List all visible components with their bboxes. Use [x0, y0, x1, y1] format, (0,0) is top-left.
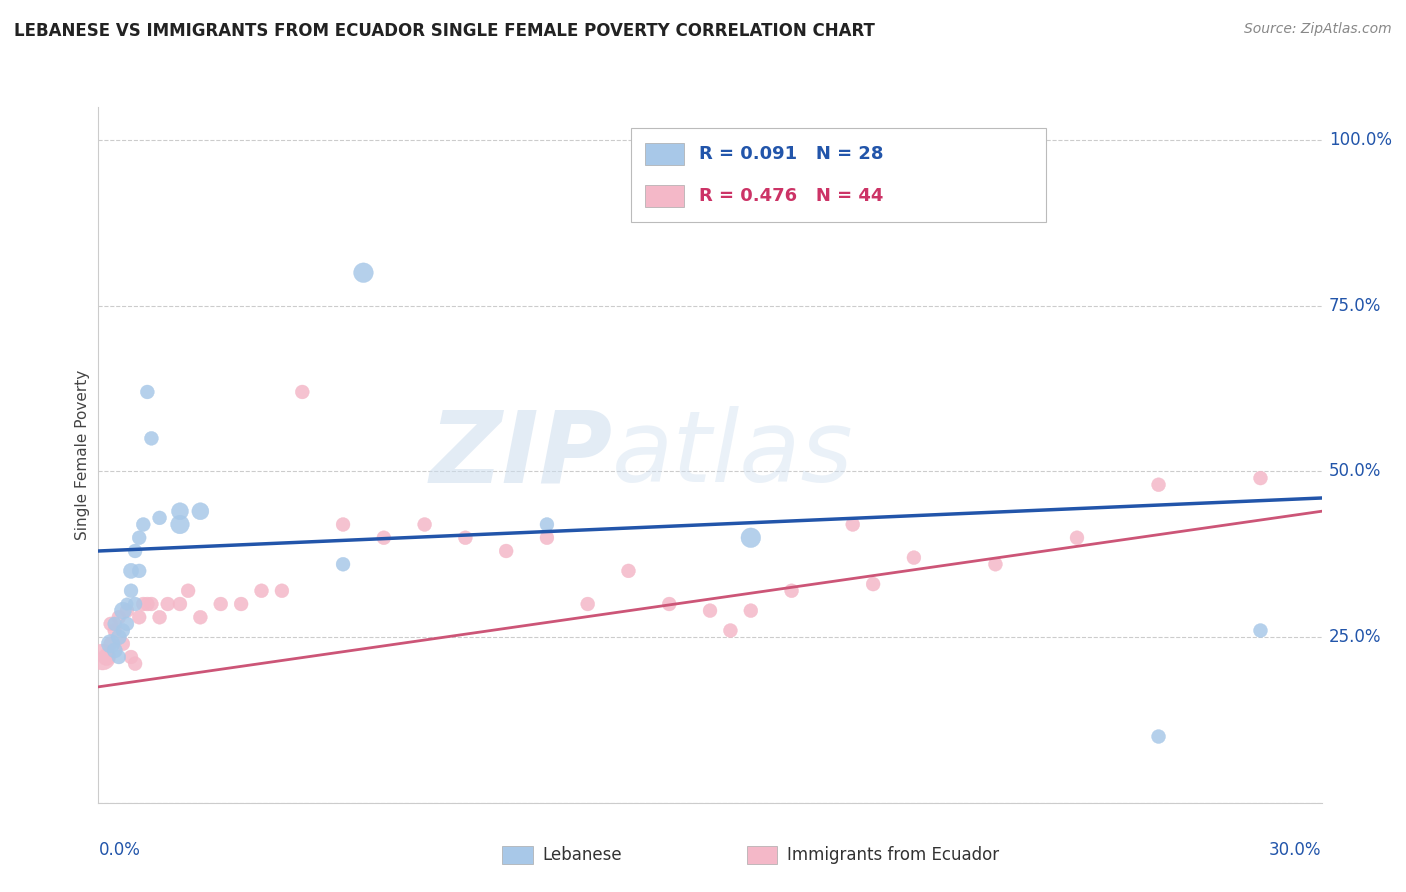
- Text: R = 0.476   N = 44: R = 0.476 N = 44: [699, 187, 883, 205]
- Point: [124, 544, 146, 558]
- Point: [862, 577, 884, 591]
- Point: [270, 583, 294, 598]
- Point: [149, 610, 172, 624]
- Point: [1249, 471, 1271, 485]
- FancyBboxPatch shape: [645, 144, 685, 166]
- Point: [100, 637, 122, 651]
- Point: [169, 504, 191, 518]
- Point: [128, 531, 150, 545]
- Point: [576, 597, 599, 611]
- Point: [132, 517, 155, 532]
- Text: LEBANESE VS IMMIGRANTS FROM ECUADOR SINGLE FEMALE POVERTY CORRELATION CHART: LEBANESE VS IMMIGRANTS FROM ECUADOR SING…: [14, 22, 875, 40]
- Point: [124, 597, 146, 611]
- Text: 25.0%: 25.0%: [1329, 628, 1381, 646]
- Point: [352, 266, 374, 280]
- Text: R = 0.091   N = 28: R = 0.091 N = 28: [699, 145, 883, 163]
- Text: ZIP: ZIP: [429, 407, 612, 503]
- Point: [149, 511, 172, 525]
- Point: [188, 610, 212, 624]
- Point: [1249, 624, 1271, 638]
- Point: [128, 610, 150, 624]
- Text: 30.0%: 30.0%: [1270, 841, 1322, 859]
- Point: [156, 597, 179, 611]
- Point: [740, 604, 762, 618]
- Point: [169, 517, 191, 532]
- Point: [136, 384, 159, 399]
- Point: [108, 650, 131, 665]
- Point: [128, 564, 150, 578]
- Point: [111, 637, 134, 651]
- Point: [104, 624, 127, 638]
- Point: [141, 597, 163, 611]
- Point: [111, 604, 134, 618]
- FancyBboxPatch shape: [502, 847, 533, 863]
- Y-axis label: Single Female Poverty: Single Female Poverty: [75, 370, 90, 540]
- Text: 0.0%: 0.0%: [98, 841, 141, 859]
- Point: [120, 583, 142, 598]
- FancyBboxPatch shape: [747, 847, 778, 863]
- Point: [495, 544, 517, 558]
- Point: [617, 564, 640, 578]
- Point: [1066, 531, 1088, 545]
- Text: Source: ZipAtlas.com: Source: ZipAtlas.com: [1244, 22, 1392, 37]
- Point: [115, 597, 138, 611]
- Point: [169, 597, 191, 611]
- Point: [536, 531, 558, 545]
- Point: [332, 558, 354, 572]
- Point: [136, 597, 159, 611]
- Point: [718, 624, 742, 638]
- Point: [413, 517, 436, 532]
- Point: [250, 583, 273, 598]
- Point: [100, 616, 122, 631]
- Point: [104, 616, 127, 631]
- Point: [120, 650, 142, 665]
- Point: [373, 531, 395, 545]
- Point: [141, 431, 163, 445]
- Point: [115, 604, 138, 618]
- Point: [124, 657, 146, 671]
- Text: 50.0%: 50.0%: [1329, 462, 1381, 481]
- FancyBboxPatch shape: [645, 185, 685, 207]
- Point: [91, 650, 114, 665]
- Point: [188, 504, 212, 518]
- Text: atlas: atlas: [612, 407, 853, 503]
- Point: [177, 583, 200, 598]
- Point: [1147, 730, 1170, 744]
- Point: [132, 597, 155, 611]
- Point: [332, 517, 354, 532]
- Point: [209, 597, 232, 611]
- Text: Immigrants from Ecuador: Immigrants from Ecuador: [787, 846, 1000, 864]
- Point: [96, 650, 118, 665]
- Point: [108, 610, 131, 624]
- Point: [841, 517, 863, 532]
- Point: [231, 597, 253, 611]
- Point: [984, 558, 1007, 572]
- Point: [658, 597, 681, 611]
- Point: [291, 384, 314, 399]
- Text: 100.0%: 100.0%: [1329, 131, 1392, 149]
- Text: Lebanese: Lebanese: [543, 846, 621, 864]
- Point: [111, 624, 134, 638]
- Point: [454, 531, 477, 545]
- Point: [740, 531, 762, 545]
- Point: [1147, 477, 1170, 491]
- FancyBboxPatch shape: [630, 128, 1046, 222]
- Point: [699, 604, 721, 618]
- Point: [104, 643, 127, 657]
- Point: [115, 616, 138, 631]
- Point: [780, 583, 803, 598]
- Point: [903, 550, 925, 565]
- Point: [108, 630, 131, 644]
- Point: [120, 564, 142, 578]
- Text: 75.0%: 75.0%: [1329, 297, 1381, 315]
- Point: [100, 637, 122, 651]
- Point: [536, 517, 558, 532]
